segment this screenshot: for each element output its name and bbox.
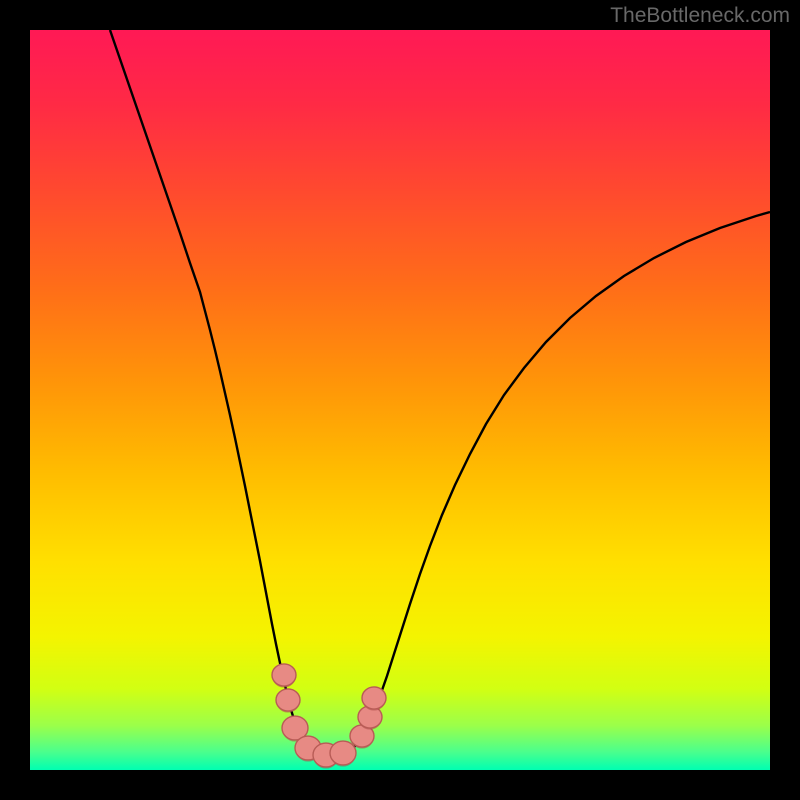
curve-marker (276, 689, 300, 711)
chart-plot-area (30, 30, 770, 770)
curve-marker (330, 741, 356, 765)
curve-marker (362, 687, 386, 709)
bottleneck-curve-chart (30, 30, 770, 770)
gradient-background (30, 30, 770, 770)
watermark-text: TheBottleneck.com (610, 4, 790, 28)
curve-marker (272, 664, 296, 686)
